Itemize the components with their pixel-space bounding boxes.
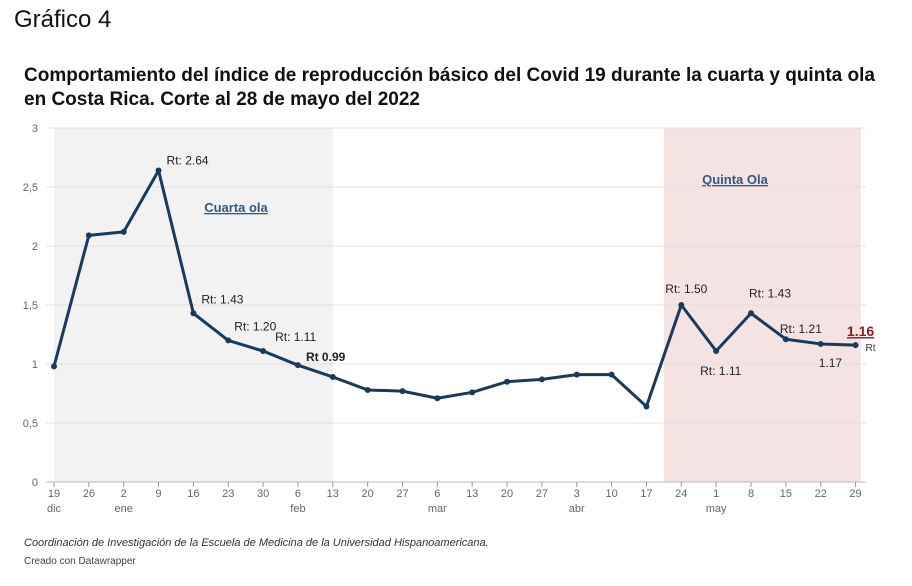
data-point <box>504 378 511 385</box>
month-label: abr <box>569 503 585 515</box>
x-axis-ticks: 19 26 2 9 16 23 30 6 13 20 27 6 13 20 27 3 10 17 24 1 8 15 22 2… <box>48 482 862 500</box>
region-labels: Cuarta ola Quinta Ola <box>204 172 768 215</box>
x-tick-label: 3 <box>574 488 580 500</box>
x-tick-label: 9 <box>155 488 161 500</box>
x-tick-label: 6 <box>295 488 301 500</box>
data-point <box>434 395 441 402</box>
data-point <box>852 342 859 349</box>
x-tick-label: 24 <box>675 488 687 500</box>
x-tick-label: 19 <box>48 488 60 500</box>
data-point <box>260 348 267 355</box>
end-value-label: 1.16 <box>847 323 874 339</box>
data-point <box>329 373 336 380</box>
x-tick-label: 15 <box>780 488 792 500</box>
point-annotation: 1.17 <box>819 356 843 370</box>
series-polyline <box>52 168 858 408</box>
data-point <box>364 386 371 393</box>
x-tick-label: 23 <box>222 488 234 500</box>
data-point <box>225 337 232 344</box>
month-label: may <box>706 503 727 515</box>
x-tick-label: 1 <box>713 488 719 500</box>
x-tick-label: 8 <box>748 488 754 500</box>
credit-line: Creado con Datawrapper <box>24 556 136 567</box>
x-tick-label: 30 <box>257 488 269 500</box>
data-point <box>294 362 301 369</box>
month-label: mar <box>428 503 447 515</box>
month-label: feb <box>290 503 305 515</box>
x-tick-label: 29 <box>849 488 861 500</box>
chart-title: Comportamiento del índice de reproducció… <box>24 65 875 110</box>
y-axis-ticks: 0 0,5 1 1,5 2 2,5 3 <box>23 123 38 489</box>
data-points <box>51 167 859 410</box>
y-tick-label: 2 <box>32 241 38 253</box>
month-label: dic <box>47 503 62 515</box>
data-point <box>120 228 127 235</box>
point-annotation: Rt: 1.43 <box>749 286 791 300</box>
y-tick-label: 0,5 <box>23 418 38 430</box>
series-line <box>52 168 858 408</box>
data-point <box>573 371 580 378</box>
figure-label: Gráfico 4 <box>14 6 112 33</box>
data-point <box>713 348 720 355</box>
end-unit-label: Rt <box>866 343 876 354</box>
data-point <box>399 388 406 395</box>
y-tick-label: 0 <box>32 477 38 489</box>
point-annotation: Rt: 1.50 <box>665 282 707 296</box>
data-point <box>748 310 754 317</box>
x-tick-label: 13 <box>327 488 339 500</box>
x-tick-label: 26 <box>83 488 95 500</box>
point-annotation: Rt: 1.11 <box>275 330 316 344</box>
data-point <box>85 232 92 239</box>
x-tick-label: 13 <box>466 488 478 500</box>
region-label: Quinta Ola <box>702 172 769 187</box>
end-label: 1.16 Rt <box>847 323 876 354</box>
y-tick-label: 3 <box>32 123 38 135</box>
x-tick-label: 27 <box>536 488 548 500</box>
x-tick-label: 20 <box>501 488 513 500</box>
point-annotation: Rt: 1.11 <box>700 364 741 378</box>
point-annotation: Rt: 1.21 <box>780 322 822 336</box>
data-point <box>190 310 197 317</box>
gridlines <box>46 127 866 483</box>
data-point <box>643 403 650 410</box>
y-tick-label: 2,5 <box>23 182 38 194</box>
x-tick-label: 22 <box>815 488 827 500</box>
data-point <box>469 389 476 396</box>
y-tick-label: 1,5 <box>23 300 38 312</box>
point-annotation: Rt: 1.20 <box>234 319 276 333</box>
x-tick-label: 2 <box>121 488 127 500</box>
point-annotation: Rt: 1.43 <box>201 292 243 306</box>
data-point <box>538 376 545 383</box>
x-tick-label: 20 <box>362 488 374 500</box>
data-point <box>608 371 615 378</box>
point-annotation: Rt 0.99 <box>306 350 346 364</box>
x-tick-label: 6 <box>434 488 440 500</box>
data-point <box>782 336 789 343</box>
x-tick-label: 10 <box>605 488 617 500</box>
data-point <box>817 340 824 347</box>
source-caption: Coordinación de Investigación de la Escu… <box>24 537 489 549</box>
point-annotation: Rt: 2.64 <box>167 153 209 167</box>
data-point <box>678 302 685 308</box>
data-point <box>51 363 57 370</box>
x-tick-label: 27 <box>396 488 408 500</box>
month-label: ene <box>115 503 133 515</box>
region-label: Cuarta ola <box>204 200 268 215</box>
x-tick-label: 16 <box>187 488 199 500</box>
y-tick-label: 1 <box>32 359 38 371</box>
data-point <box>155 167 162 174</box>
x-tick-label: 17 <box>640 488 652 500</box>
x-axis-months: dic ene feb mar abr may <box>47 503 727 515</box>
